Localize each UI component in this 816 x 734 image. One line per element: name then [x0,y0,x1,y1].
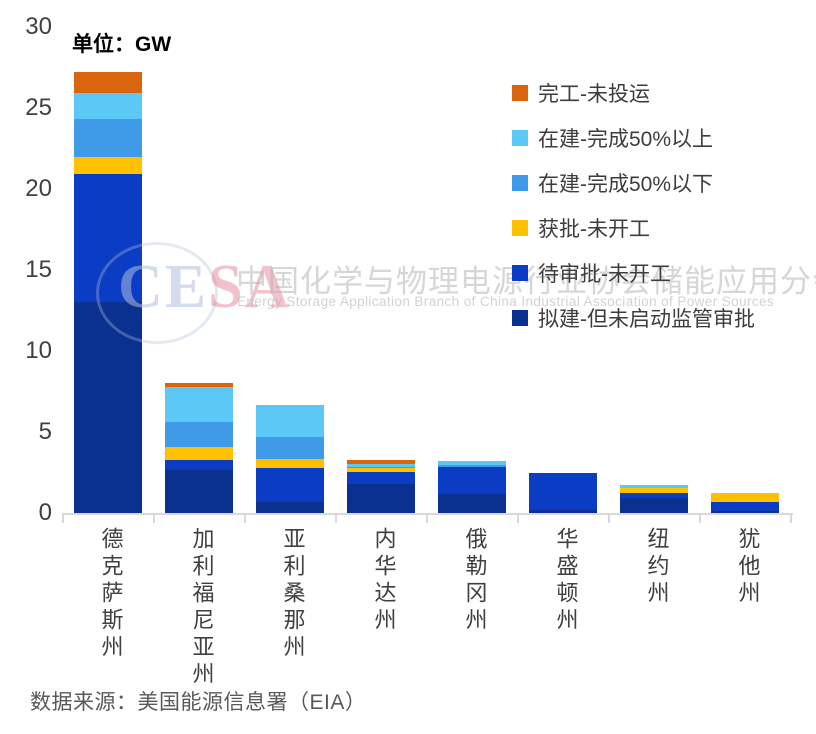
bar-segment [528,509,597,513]
x-axis-category-label: 犹他州 [735,527,761,608]
x-axis-category-label: 加利福尼亚州 [189,527,215,689]
legend-swatch [512,85,528,101]
bar-segment [73,119,142,157]
bar-column [346,459,415,513]
bar-segment [346,464,415,467]
legend-item: 在建-完成50%以下 [512,170,713,196]
bar-segment [73,93,142,120]
y-axis-tick-label: 0 [38,499,52,526]
bar-column [73,72,142,513]
bar-segment [437,465,506,467]
bar-segment [164,386,233,423]
legend-swatch [512,265,528,281]
source-note: 数据来源：美国能源信息署（EIA） [30,691,367,714]
bar-segment [73,72,142,94]
y-axis-tick-label: 5 [38,418,52,445]
bar-column [619,484,688,513]
bar-segment [619,487,688,493]
x-axis-category-label: 俄勒冈州 [462,527,488,635]
x-axis-tick-mark [608,514,610,523]
bar-segment [346,483,415,513]
x-axis-tick-mark [699,514,701,523]
legend-item: 获批-未开工 [512,215,650,241]
bar-segment [528,473,597,510]
bar-segment [255,404,324,437]
legend-item: 拟建-但未启动监管审批 [512,305,755,331]
legend-label: 获批-未开工 [538,218,650,241]
bar-segment [73,156,142,175]
x-axis-tick-mark [62,514,64,523]
bar-segment [255,458,324,469]
bar-column [255,404,324,513]
legend-swatch [512,310,528,326]
bar-segment [619,492,688,498]
y-axis-tick-label: 25 [25,94,52,121]
bar-segment [710,511,779,513]
bar-segment [346,468,415,472]
bar-segment [255,468,324,502]
chart-title: 单位：GW [72,33,172,56]
bar-segment [164,383,233,387]
legend-swatch [512,130,528,146]
bar-segment [437,461,506,466]
bar-segment [164,447,233,460]
legend-label: 在建-完成50%以上 [538,128,714,151]
x-axis-category-label: 内华达州 [371,527,397,635]
bar-column [710,492,779,513]
y-axis-tick-label: 10 [25,337,52,364]
bar-segment [164,470,233,513]
bar-segment [346,459,415,465]
bar-segment [437,493,506,513]
bar-segment [710,502,779,512]
legend-item: 待审批-未开工 [512,260,671,286]
bar-segment [255,436,324,459]
legend-label: 完工-未投运 [538,83,650,106]
bar-column [437,461,506,513]
bar-segment [619,497,688,513]
legend-label: 待审批-未开工 [538,263,671,286]
y-axis-tick-label: 15 [25,256,52,283]
bar-segment [164,459,233,471]
legend-label: 在建-完成50%以下 [538,173,714,196]
x-axis-tick-mark [790,514,792,523]
x-axis-category-label: 亚利桑那州 [280,527,306,662]
x-axis-tick-mark [517,514,519,523]
bar-segment [437,466,506,494]
bar-segment [255,501,324,513]
legend-label: 拟建-但未启动监管审批 [538,308,755,331]
y-axis-tick-label: 20 [25,175,52,202]
x-axis-tick-mark [244,514,246,523]
x-axis-tick-mark [426,514,428,523]
bar-segment [73,174,142,303]
legend-swatch [512,220,528,236]
bar-segment [710,492,779,503]
bar-segment [164,422,233,448]
x-axis-tick-mark [335,514,337,523]
x-axis-category-label: 纽约州 [644,527,670,608]
y-axis-tick-label: 30 [25,13,52,40]
x-axis-category-label: 华盛顿州 [553,527,579,635]
bar-column [528,473,597,513]
legend-item: 在建-完成50%以上 [512,125,713,151]
bar-segment [619,484,688,488]
x-axis-category-label: 德克萨斯州 [98,527,124,662]
bar-column [164,383,233,513]
bar-segment [346,471,415,484]
x-axis-tick-mark [153,514,155,523]
bar-segment [73,302,142,513]
bar-segment [346,466,415,469]
legend-swatch [512,175,528,191]
legend-item: 完工-未投运 [512,80,650,106]
